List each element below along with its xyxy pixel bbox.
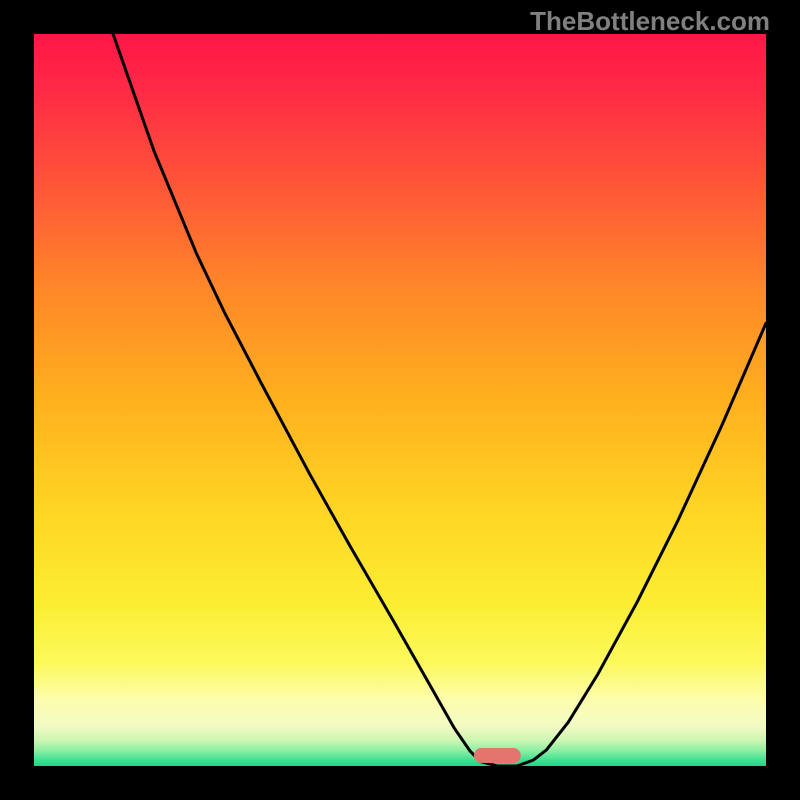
chart-frame: TheBottleneck.com — [0, 0, 800, 800]
bottleneck-curve-chart — [34, 34, 766, 766]
plot-area — [34, 34, 766, 766]
watermark-text: TheBottleneck.com — [530, 6, 770, 37]
gradient-background — [34, 34, 766, 766]
optimal-zone-marker — [474, 748, 521, 763]
